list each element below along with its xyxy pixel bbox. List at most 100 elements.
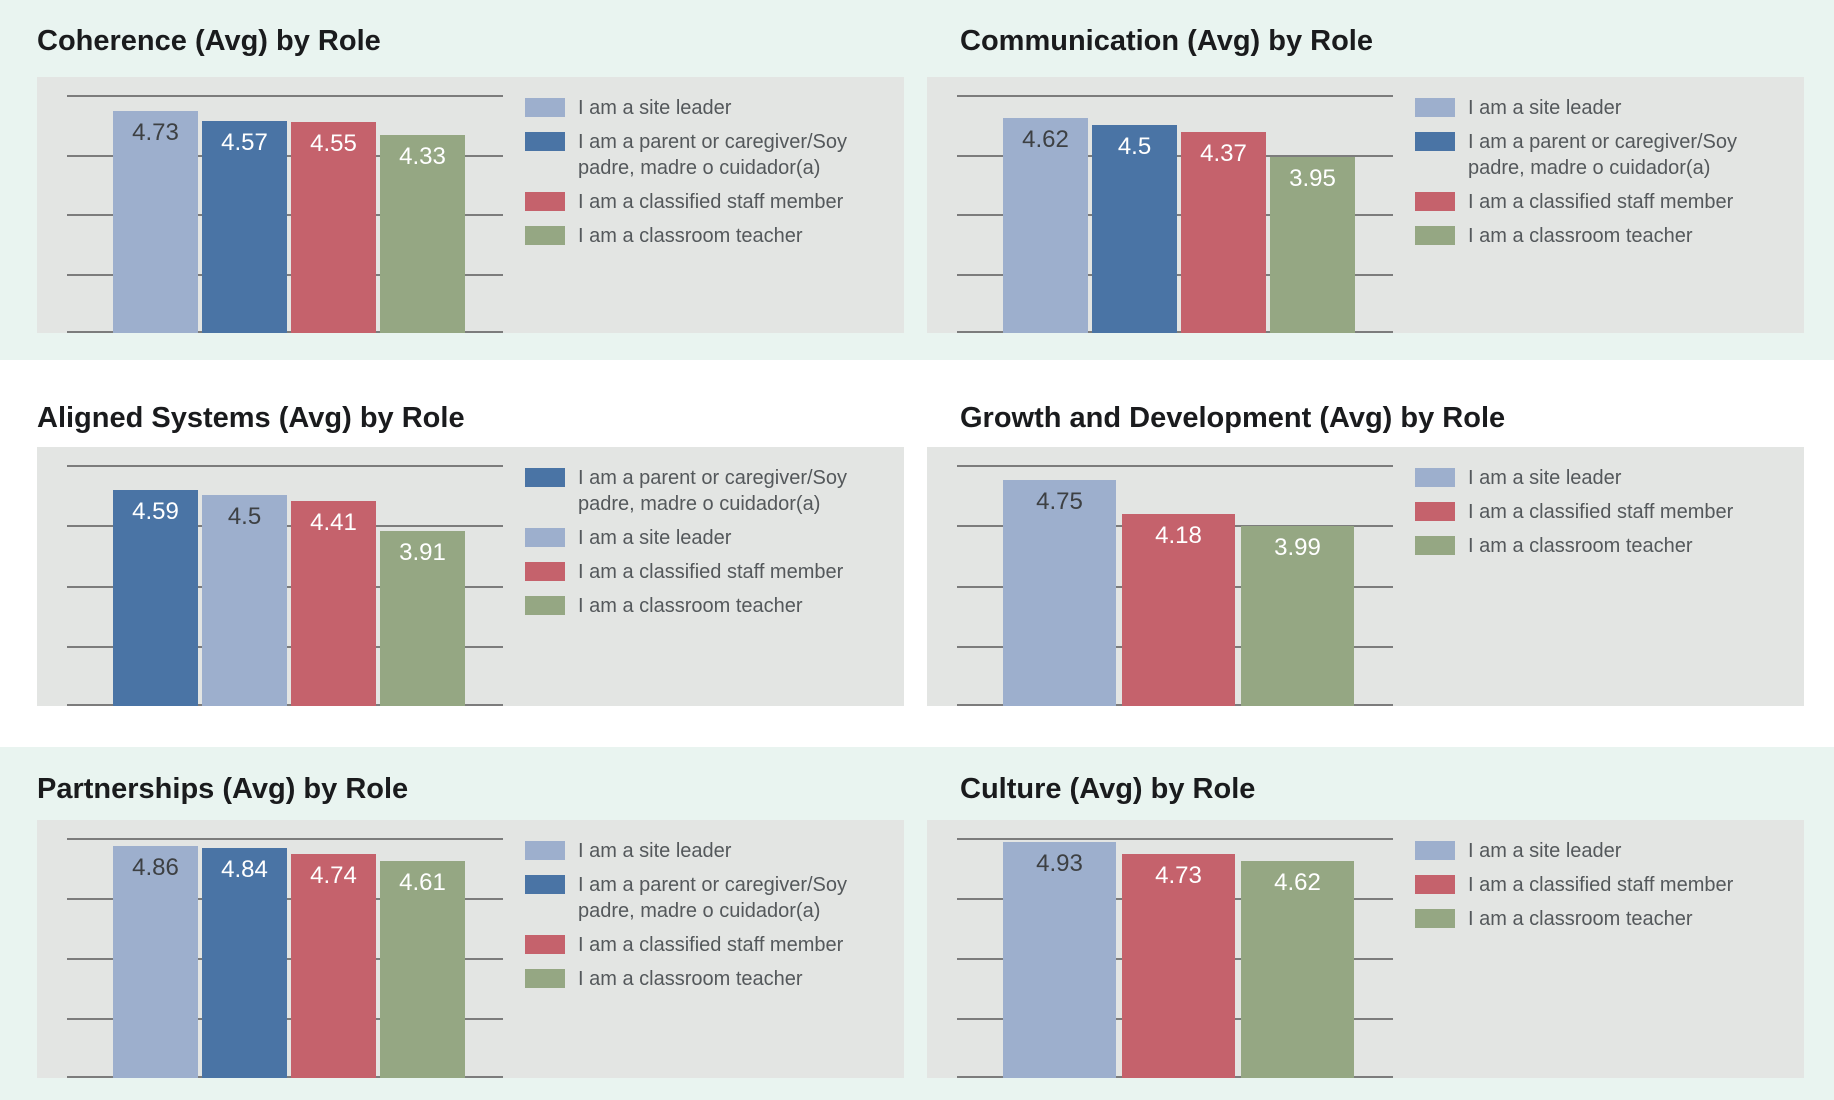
legend-item-teacher: I am a classroom teacher — [1415, 223, 1737, 249]
bar-growth-and-development-classified[interactable]: 4.18 — [1122, 514, 1235, 706]
bar-partnerships-parent[interactable]: 4.84 — [202, 847, 287, 1078]
legend-label: I am a classroom teacher — [1468, 225, 1693, 247]
legend-label: I am a site leader — [1468, 840, 1622, 862]
legend-swatch-icon — [525, 528, 565, 547]
legend: I am a site leader I am a classified staf… — [1415, 465, 1733, 559]
bar-aligned-systems-classified[interactable]: 4.41 — [291, 500, 376, 706]
legend-item-classified: I am a classified staff member — [525, 189, 847, 215]
legend-item-site_leader: I am a site leader — [1415, 838, 1733, 864]
legend-label: I am a classified staff member — [578, 191, 844, 213]
gridline-5 — [957, 838, 1393, 840]
legend-item-classified: I am a classified staff member — [525, 559, 847, 585]
bar-culture-teacher[interactable]: 4.62 — [1241, 860, 1354, 1078]
legend-label: I am a classroom teacher — [578, 968, 803, 990]
bar-value-label: 3.91 — [399, 538, 446, 566]
legend-item-classified: I am a classified staff member — [525, 932, 847, 958]
legend-item-parent: I am a parent or caregiver/Soy padre, mad… — [525, 129, 847, 181]
bar-value-label: 4.57 — [221, 128, 268, 156]
gridline-5 — [67, 838, 503, 840]
bar-coherence-classified[interactable]: 4.55 — [291, 121, 376, 333]
bar-value-label: 4.5 — [1117, 132, 1152, 160]
legend-item-parent: I am a parent or caregiver/Soy padre, mad… — [525, 465, 847, 517]
legend-label: I am a classroom teacher — [578, 595, 803, 617]
bar-value-label: 4.61 — [399, 869, 446, 897]
legend-label: I am a classroom teacher — [1468, 908, 1693, 930]
bar-value-label: 4.55 — [310, 129, 357, 157]
bar-communication-site_leader[interactable]: 4.62 — [1003, 117, 1088, 333]
legend-swatch-icon — [525, 969, 565, 988]
bar-partnerships-site_leader[interactable]: 4.86 — [113, 846, 198, 1078]
bar-coherence-site_leader[interactable]: 4.73 — [113, 111, 198, 333]
chart-title: Culture (Avg) by Role — [960, 773, 1256, 805]
legend-swatch-icon — [525, 596, 565, 615]
chart-title: Communication (Avg) by Role — [960, 25, 1373, 57]
bar-partnerships-teacher[interactable]: 4.61 — [380, 861, 465, 1078]
legend-swatch-icon — [1415, 98, 1455, 117]
legend-label: I am a classified staff member — [1468, 874, 1734, 896]
legend-label: I am a parent or caregiver/Soy padre, mad… — [578, 467, 848, 515]
legend-label: I am a parent or caregiver/Soy padre, mad… — [578, 131, 848, 179]
bar-value-label: 3.99 — [1274, 533, 1321, 561]
bar-growth-and-development-site_leader[interactable]: 4.75 — [1003, 480, 1116, 706]
bar-value-label: 4.33 — [399, 142, 446, 170]
legend-item-site_leader: I am a site leader — [525, 95, 847, 121]
legend-label: I am a site leader — [578, 97, 732, 119]
bar-communication-parent[interactable]: 4.5 — [1092, 124, 1177, 333]
legend-item-classified: I am a classified staff member — [1415, 872, 1733, 898]
legend-swatch-icon — [1415, 192, 1455, 211]
legend-label: I am a classroom teacher — [1468, 535, 1693, 557]
legend-label: I am a classified staff member — [578, 934, 844, 956]
bar-aligned-systems-parent[interactable]: 4.59 — [113, 489, 198, 706]
legend-item-site_leader: I am a site leader — [1415, 95, 1737, 121]
legend-item-parent: I am a parent or caregiver/Soy padre, mad… — [1415, 129, 1737, 181]
bar-communication-classified[interactable]: 4.37 — [1181, 132, 1266, 333]
bar-communication-teacher[interactable]: 3.95 — [1270, 157, 1355, 333]
bar-value-label: 3.95 — [1289, 165, 1336, 193]
legend-item-classified: I am a classified staff member — [1415, 499, 1733, 525]
legend: I am a site leader I am a parent or careg… — [525, 95, 847, 249]
chart-panel-aligned-systems: 4.59 4.5 4.41 3.91 I am a parent or caregive… — [37, 447, 904, 706]
legend: I am a site leader I am a parent or careg… — [525, 838, 847, 992]
bar-culture-classified[interactable]: 4.73 — [1122, 854, 1235, 1078]
bar-value-label: 4.73 — [132, 119, 179, 147]
chart-title: Coherence (Avg) by Role — [37, 25, 381, 57]
bar-value-label: 4.62 — [1022, 125, 1069, 153]
bar-partnerships-classified[interactable]: 4.74 — [291, 853, 376, 1078]
bar-growth-and-development-teacher[interactable]: 3.99 — [1241, 525, 1354, 706]
legend-swatch-icon — [525, 468, 565, 487]
legend: I am a parent or caregiver/Soy padre, mad… — [525, 465, 847, 619]
legend-item-site_leader: I am a site leader — [1415, 465, 1733, 491]
bar-value-label: 4.59 — [132, 497, 179, 525]
legend-label: I am a classified staff member — [578, 561, 844, 583]
legend-swatch-icon — [1415, 502, 1455, 521]
legend-item-teacher: I am a classroom teacher — [525, 966, 847, 992]
gridline-5 — [67, 95, 503, 97]
gridline-5 — [957, 95, 1393, 97]
bar-value-label: 4.62 — [1274, 868, 1321, 896]
bar-coherence-parent[interactable]: 4.57 — [202, 120, 287, 333]
chart-panel-culture: 4.93 4.73 4.62 I am a site leader I am a cla… — [927, 820, 1804, 1078]
chart-panel-communication: 4.62 4.5 4.37 3.95 I am a site leader I am a … — [927, 77, 1804, 333]
chart-panel-partnerships: 4.86 4.84 4.74 4.61 I am a site leader I am a… — [37, 820, 904, 1078]
legend-label: I am a site leader — [1468, 467, 1622, 489]
legend-swatch-icon — [525, 562, 565, 581]
bar-aligned-systems-site_leader[interactable]: 4.5 — [202, 495, 287, 706]
legend-swatch-icon — [1415, 841, 1455, 860]
bar-aligned-systems-teacher[interactable]: 3.91 — [380, 530, 465, 706]
legend-item-teacher: I am a classroom teacher — [1415, 533, 1733, 559]
legend-item-site_leader: I am a site leader — [525, 525, 847, 551]
legend-label: I am a site leader — [578, 527, 732, 549]
chart-title: Growth and Development (Avg) by Role — [960, 402, 1506, 434]
legend-item-teacher: I am a classroom teacher — [1415, 906, 1733, 932]
legend-swatch-icon — [525, 841, 565, 860]
legend-label: I am a parent or caregiver/Soy padre, mad… — [578, 874, 848, 922]
legend-label: I am a classified staff member — [1468, 501, 1734, 523]
bar-culture-site_leader[interactable]: 4.93 — [1003, 842, 1116, 1078]
legend-item-classified: I am a classified staff member — [1415, 189, 1737, 215]
legend-swatch-icon — [1415, 875, 1455, 894]
legend: I am a site leader I am a parent or careg… — [1415, 95, 1737, 249]
legend: I am a site leader I am a classified staf… — [1415, 838, 1733, 932]
legend-label: I am a classroom teacher — [578, 225, 803, 247]
bar-coherence-teacher[interactable]: 4.33 — [380, 134, 465, 333]
